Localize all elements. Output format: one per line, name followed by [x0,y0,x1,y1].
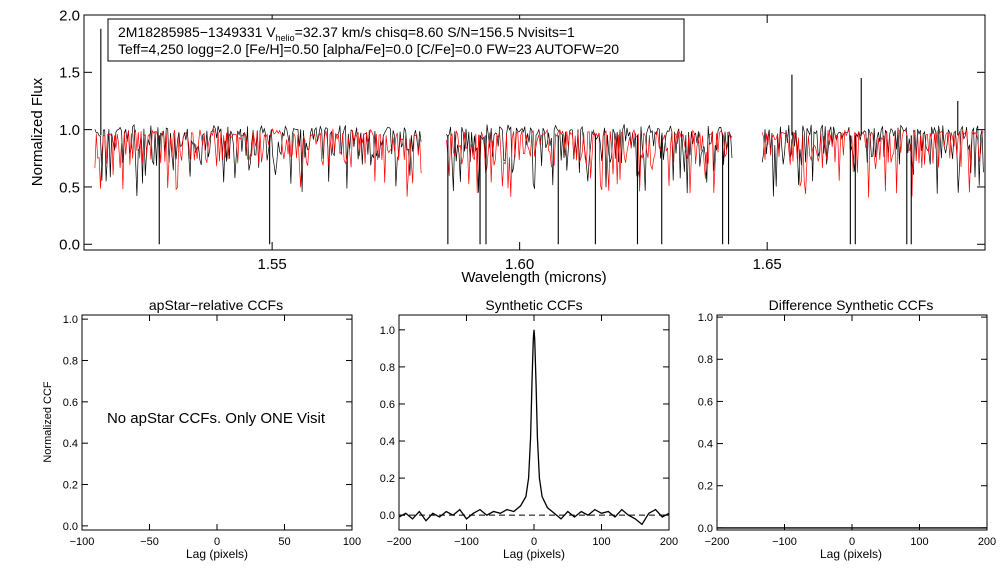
apstar-ccf-y-tick-label: 1.0 [63,314,78,326]
synthetic-ccf-y-tick-label: 1.0 [380,325,395,337]
difference-ccf-frame [716,314,988,531]
spectrum-legend-box [107,18,685,62]
synthetic-ccf-y-tick-label: 0.2 [380,473,395,485]
spectrum-x-tick-label: 1.55 [258,256,287,273]
difference-ccf-axes: −200 −100 0 100 200 0.0 0.2 0.4 0.6 0.8 1.0 [698,312,996,548]
synthetic-ccf-x-tick-label: 200 [660,536,678,548]
legend-star-id: 2M18285985−1349331 V [118,24,276,40]
difference-ccf-y-tick-label: 0.6 [698,396,713,408]
apstar-ccf-y-label: Normalized CCF [42,381,54,463]
difference-ccf-y-tick-label: 1.0 [698,312,713,324]
synthetic-ccf-data [398,329,670,526]
spectrum-y-tick-label: 1.5 [59,65,80,82]
difference-ccf-x-tick-label: −200 [705,536,730,548]
spectrum-legend-line2: Teff=4,250 logg=2.0 [Fe/H]=0.50 [alpha/F… [118,41,619,57]
apstar-ccf-y-tick-label: 0.6 [63,397,78,409]
synthetic-ccf-y-tick-label: 0.8 [380,362,395,374]
spectrum-observed-line [761,124,984,197]
difference-ccf-y-tick-label: 0.2 [698,481,713,493]
synthetic-ccf-y-tick-label: 0.0 [380,510,395,522]
apstar-ccf-y-tick-label: 0.2 [63,479,78,491]
apstar-ccf-y-tick-label: 0.4 [63,438,78,450]
legend-subscript: helio [276,33,295,43]
spectrum-frame [83,14,986,251]
apstar-ccf-x-tick-label: −100 [70,536,95,548]
difference-ccf-x-tick-label: 100 [910,536,928,548]
difference-ccf-y-tick-label: 0.8 [698,354,713,366]
synthetic-ccf-x-tick-label: 0 [531,536,537,548]
synthetic-ccf-x-label: Lag (pixels) [503,547,565,561]
spectrum-synthetic-line [94,127,422,197]
difference-ccf-x-label: Lag (pixels) [820,547,882,561]
synthetic-ccf-frame [398,314,670,531]
spectrum-synthetic-line [446,128,733,197]
synthetic-ccf-x-tick-label: −200 [387,536,412,548]
spectrum-y-tick-label: 0.0 [59,237,80,254]
spectrum-y-tick-label: 1.0 [59,122,80,139]
spectrum-x-tick-label: 1.65 [753,256,782,273]
synthetic-ccf-x-tick-label: −100 [454,536,479,548]
apstar-ccf-axes: −100 −50 0 50 100 0.0 0.2 0.4 0.6 0.8 1.0 [63,314,361,548]
spectrum-legend-line1: 2M18285985−1349331 Vhelio=32.37 km/s chi… [118,24,575,43]
difference-ccf-panel: Difference Synthetic CCFs −200 −100 0 100 20… [698,297,996,561]
apstar-ccf-panel: apStar−relative CCFs −100 −50 0 50 100 0.0 0.2… [42,297,361,561]
apstar-ccf-title: apStar−relative CCFs [149,297,283,313]
apstar-ccf-y-tick-label: 0.0 [63,521,78,533]
spectrum-panel: 1.55 1.60 1.65 0.0 0.5 1.0 1.5 2.0 2M18285985−1… [29,7,986,286]
apstar-ccf-x-label: Lag (pixels) [186,547,248,561]
legend-params1: =32.37 km/s chisq=8.60 S/N=156.5 Nvisits… [295,24,575,40]
spectrum-axes: 1.55 1.60 1.65 0.0 0.5 1.0 1.5 2.0 [59,7,985,273]
synthetic-ccf-y-tick-label: 0.4 [380,436,395,448]
spectrum-data [94,28,984,245]
spectrum-x-tick-label: 1.60 [505,256,534,273]
apstar-ccf-x-tick-label: 100 [343,536,361,548]
difference-ccf-y-tick-label: 0.4 [698,439,713,451]
synthetic-ccf-line [398,329,670,526]
apstar-ccf-y-tick-label: 0.8 [63,355,78,367]
apstar-ccf-x-tick-label: 50 [278,536,290,548]
difference-ccf-x-tick-label: 200 [978,536,996,548]
spectrum-x-label: Wavelength (microns) [461,269,606,286]
synthetic-ccf-panel: Synthetic CCFs −200 −100 0 100 200 0.0 0.2 0.4 0… [380,297,678,561]
difference-ccf-x-tick-label: 0 [849,536,855,548]
synthetic-ccf-title: Synthetic CCFs [485,297,582,313]
spectrum-observed-line [94,123,422,197]
difference-ccf-title: Difference Synthetic CCFs [769,297,934,313]
spectrum-synthetic-line [761,128,984,198]
spectrum-y-label: Normalized Flux [29,77,46,186]
difference-ccf-x-tick-label: −100 [772,536,797,548]
synthetic-ccf-axes: −200 −100 0 100 200 0.0 0.2 0.4 0.6 0.8 1.0 [380,315,678,548]
apstar-ccf-x-tick-label: 0 [214,536,220,548]
spectrum-y-tick-label: 0.5 [59,179,80,196]
apstar-ccf-x-tick-label: −50 [140,536,159,548]
synthetic-ccf-x-tick-label: 100 [592,536,610,548]
spectrum-observed-line [446,124,733,194]
synthetic-ccf-y-tick-label: 0.6 [380,399,395,411]
apstar-ccf-annotation: No apStar CCFs. Only ONE Visit [107,410,326,427]
difference-ccf-y-tick-label: 0.0 [698,523,713,535]
spectrum-y-tick-label: 2.0 [59,7,80,24]
